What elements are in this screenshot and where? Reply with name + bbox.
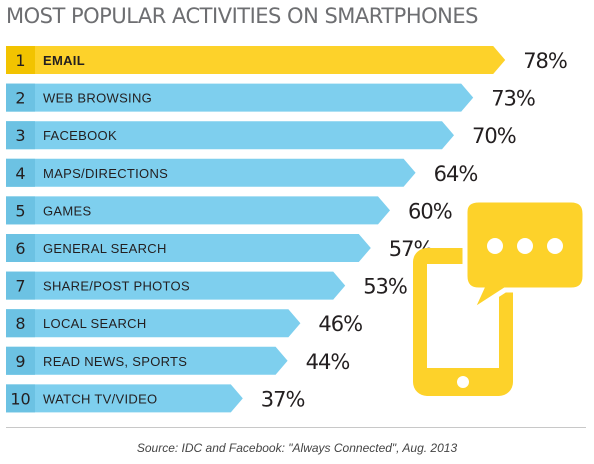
rank-label: 1 [15,51,25,70]
rank-label: 4 [15,164,25,183]
rank-label: 3 [15,126,25,145]
rank-label: 2 [15,89,25,108]
bar [6,384,243,413]
rank-label: 8 [15,314,25,333]
value-label: 70% [472,124,516,148]
category-label: WEB BROWSING [43,91,152,106]
bar-row: 5 GAMES 60% [6,196,453,225]
value-label: 46% [318,312,362,336]
category-label: GENERAL SEARCH [43,241,167,256]
smartphone-chat-bubble-icon [413,200,588,396]
value-label: 73% [491,87,535,111]
value-label: 44% [306,350,350,374]
rank-box [6,309,35,338]
source-note: Source: IDC and Facebook: "Always Connec… [136,441,458,455]
rank-box [6,346,35,375]
bar [6,46,506,74]
category-label: MAPS/DIRECTIONS [43,166,168,181]
value-label: 64% [434,162,478,186]
value-label: 60% [408,199,452,223]
bar-row: 1 EMAIL 78% [6,46,568,74]
rank-box [6,46,35,74]
rank-box [6,158,35,187]
value-label: 53% [363,275,407,299]
bar-row: 2 WEB BROWSING 73% [6,83,536,112]
rank-box [6,121,35,150]
divider [6,427,586,428]
bar-row: 8 LOCAL SEARCH 46% [6,309,363,338]
category-label: WATCH TV/VIDEO [43,391,157,406]
bar-row: 3 FACEBOOK 70% [6,121,517,150]
category-label: LOCAL SEARCH [43,316,147,331]
rank-label: 6 [15,239,25,258]
category-label: EMAIL [43,53,85,68]
bar [6,158,416,187]
rank-label: 9 [15,352,25,371]
category-label: SHARE/POST PHOTOS [43,279,190,294]
category-label: GAMES [43,203,91,218]
chart-title: MOST POPULAR ACTIVITIES ON SMARTPHONES [6,4,478,28]
bar [6,346,288,375]
rank-box [6,83,35,112]
bar [6,309,301,338]
rank-box [6,271,35,300]
bar-row: 6 GENERAL SEARCH 57% [6,234,434,262]
bar [6,234,371,262]
category-label: READ NEWS, SPORTS [43,354,187,369]
rank-box [6,384,35,413]
bar-row: 9 READ NEWS, SPORTS 44% [6,346,350,375]
bar [6,271,346,300]
rank-box [6,196,35,225]
rank-label: 5 [15,201,25,220]
bar [6,121,454,150]
category-label: FACEBOOK [43,128,117,143]
rank-label: 7 [15,277,25,296]
bar [6,196,390,225]
rank-box [6,234,35,262]
bar-row: 10 WATCH TV/VIDEO 37% [6,384,306,413]
rank-label: 10 [10,389,30,408]
bar-row: 4 MAPS/DIRECTIONS 64% [6,158,478,187]
value-label: 37% [261,387,305,411]
bar-row: 7 SHARE/POST PHOTOS 53% [6,271,408,300]
value-label: 78% [523,49,567,73]
bar [6,83,474,112]
